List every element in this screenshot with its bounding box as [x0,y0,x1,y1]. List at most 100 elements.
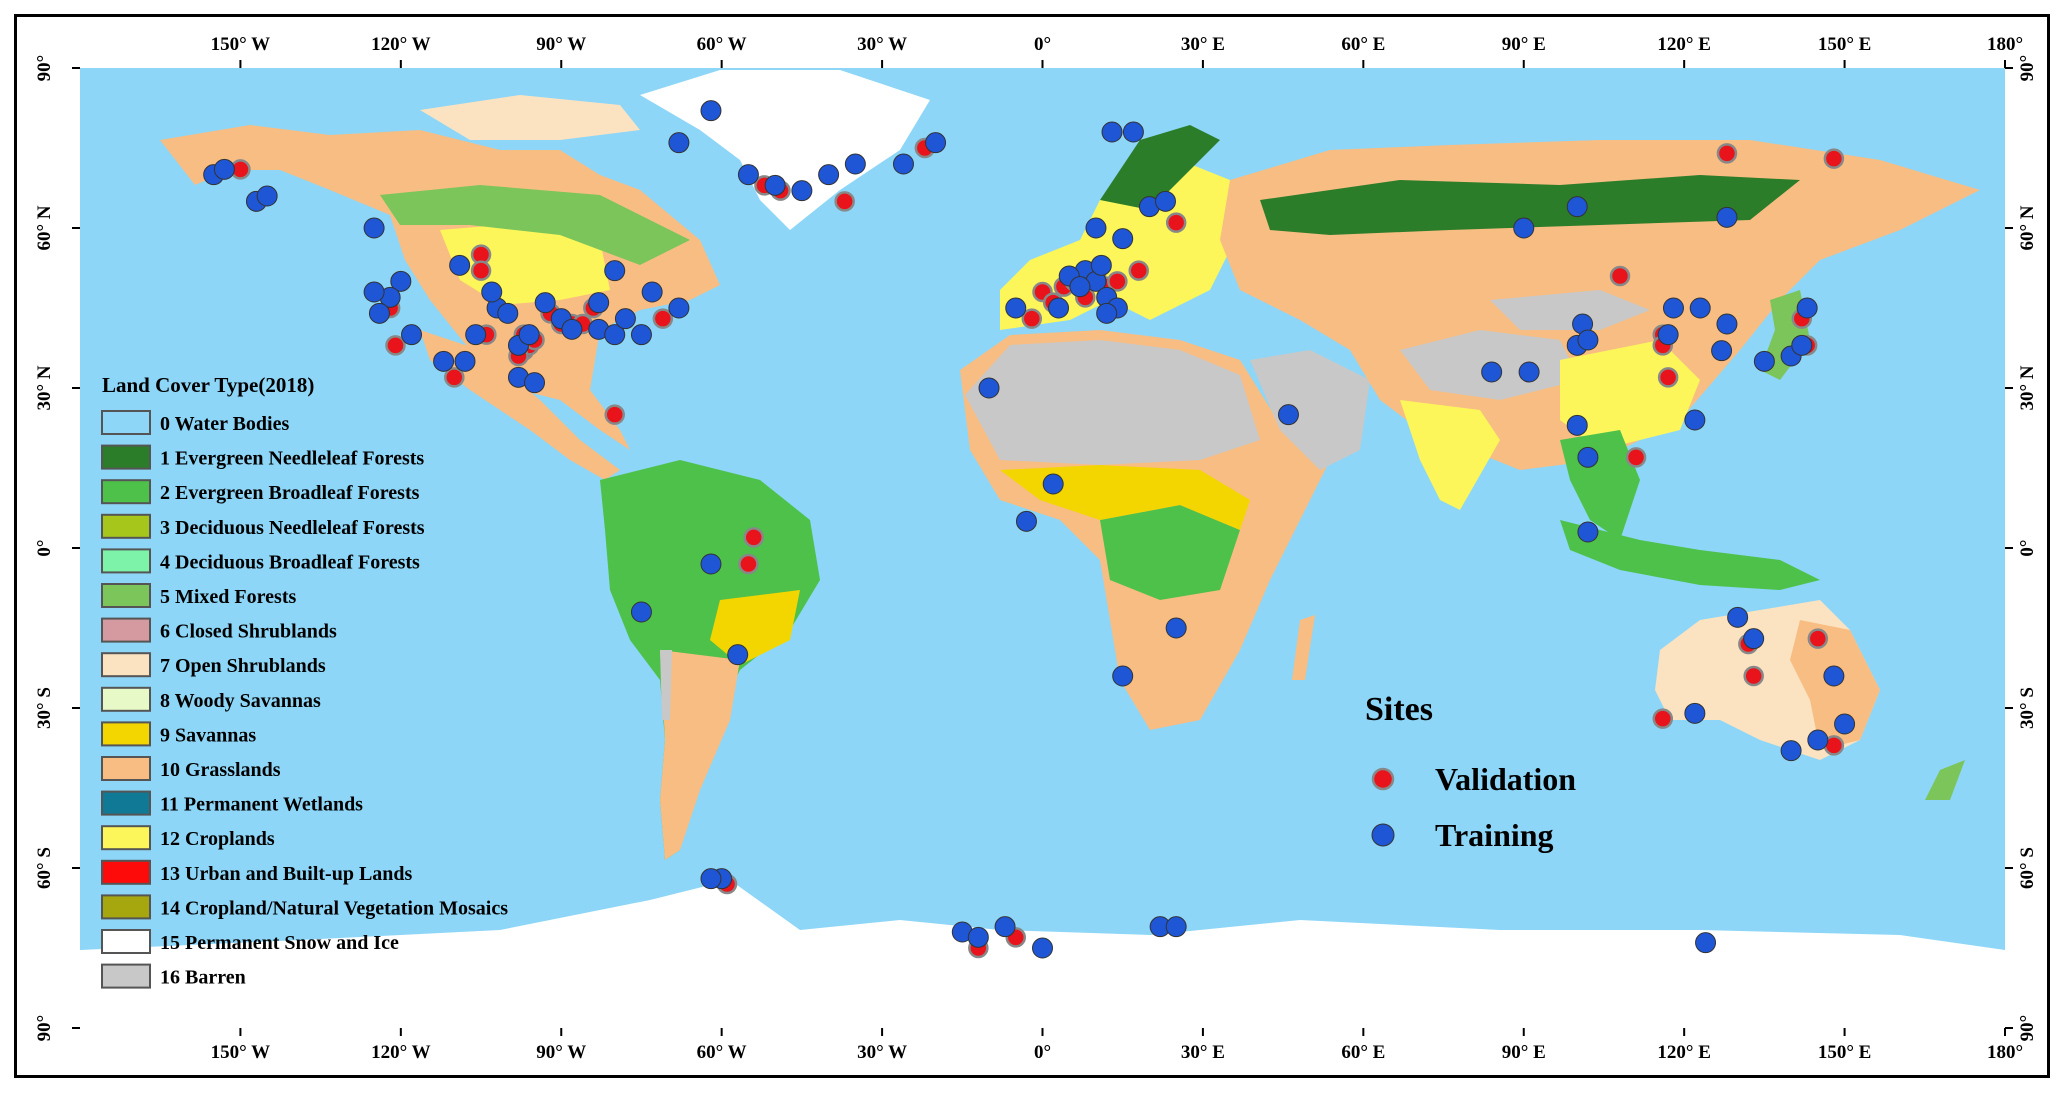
training-site-marker [1780,740,1802,762]
training-site-marker [1015,510,1037,532]
bottom-tick-label: 150° W [211,1042,271,1063]
training-legend-marker [1371,823,1395,847]
validation-site-marker [604,404,625,425]
legend-swatch [101,410,151,435]
training-site-marker [1481,361,1503,383]
training-site-marker [1112,665,1134,687]
graticule-ticks: 150° W 150° W 120° W 120° W 90° W 90° W 60° W 6… [34,34,2038,1063]
training-site-marker [1791,334,1813,356]
legend-swatch [101,479,151,505]
training-site-marker [561,318,583,340]
training-site-marker [700,553,722,575]
top-tick-label: 30° W [857,34,907,55]
training-site-marker [1577,446,1599,468]
scandinavia [1100,125,1220,210]
indonesia [1560,520,1820,590]
training-site-marker [1005,297,1027,319]
training-site-marker [1042,473,1064,495]
training-site-marker [1716,313,1738,335]
india-cropland [1400,400,1500,510]
bottom-tick-label: 60° E [1341,1042,1385,1063]
bottom-tick-label: 120° W [371,1042,431,1063]
left-tick-label: 30° N [34,365,55,410]
andes-barren [660,650,672,720]
training-site-marker [641,281,663,303]
validation-site-marker [470,260,492,281]
sahara-barren [965,340,1260,465]
validation-site-marker [652,308,674,329]
training-site-marker [1566,196,1588,218]
validation-legend-marker [1371,767,1395,791]
new-zealand [1925,760,1965,800]
validation-site-marker [743,527,764,548]
training-site-marker [967,926,989,948]
training-site-marker [1096,302,1118,324]
left-tick-label: 60° N [34,205,55,250]
training-site-marker [764,174,786,196]
left-tick-label: 0° [34,539,55,556]
legend-item-label: 1 Evergreen Needleleaf Forests [160,448,424,470]
training-site-marker [1090,254,1112,276]
training-site-marker [1727,606,1749,628]
training-legend-label: Training [1435,817,1554,853]
validation-site-marker [1716,143,1738,164]
training-site-marker [1711,340,1733,362]
validation-site-marker [738,553,759,575]
top-tick-label: 120° W [371,34,431,55]
top-tick-label: 150° W [211,34,271,55]
training-site-marker [1165,916,1187,938]
legend-item-label: 7 Open Shrublands [160,655,326,677]
legend-item-label: 13 Urban and Built-up Lands [160,863,413,885]
training-site-marker [791,180,813,202]
bottom-tick-label: 60° W [697,1042,747,1063]
legend-swatch [101,790,151,816]
legend-item-label: 10 Grasslands [160,759,281,781]
training-site-marker [1689,297,1711,319]
training-site-marker [925,132,947,154]
training-site-marker [1684,702,1706,724]
validation-site-marker [1652,708,1674,729]
sites-title: Sites [1365,691,1433,728]
training-site-marker [1085,217,1107,239]
validation-site-marker [1657,367,1679,388]
training-site-marker [1513,217,1535,239]
top-tick-label: 120° E [1657,34,1711,55]
legend-swatch [101,513,151,539]
training-site-marker [1112,228,1134,250]
arctic-islands [420,95,640,140]
validation-site-marker [1625,447,1647,468]
training-site-marker [1566,414,1588,436]
china-cropland [1560,340,1700,450]
training-site-marker [518,324,540,346]
training-site-marker [1032,937,1053,959]
top-tick-label: 0° [1034,34,1051,55]
training-site-marker [433,350,455,372]
training-site-marker [588,292,610,314]
validation-site-marker [1807,628,1829,649]
legend-item-label: 6 Closed Shrublands [160,621,337,643]
legend-item-label: 4 Deciduous Broadleaf Forests [160,551,420,573]
legend-item-label: 8 Woody Savannas [160,690,321,712]
legend-swatch [101,756,151,781]
training-site-marker [1716,206,1738,228]
top-tick-label: 180° [1987,34,2023,55]
training-site-marker [401,324,423,346]
madagascar [1292,615,1315,680]
legend-items: 0 Water Bodies 1 Evergreen Needleleaf For… [101,410,508,989]
legend-item-label: 2 Evergreen Broadleaf Forests [160,482,420,504]
bottom-tick-label: 30° E [1181,1042,1225,1063]
training-site-marker [1834,713,1856,735]
legend-item-label: 11 Permanent Wetlands [160,794,363,816]
left-tick-label: 60° S [34,847,55,889]
training-site-marker [1695,932,1717,954]
legend-swatch [101,721,151,747]
top-tick-label: 60° E [1341,34,1385,55]
bottom-tick-label: 90° W [536,1042,586,1063]
validation-site-marker [1823,148,1845,169]
training-site-marker [390,270,412,292]
training-site-marker [614,308,636,330]
legend-title: Land Cover Type(2018) [102,373,314,397]
legend-item-label: 9 Savannas [160,724,256,746]
bottom-tick-label: 30° W [857,1042,907,1063]
antarctic-peninsula [660,880,730,930]
